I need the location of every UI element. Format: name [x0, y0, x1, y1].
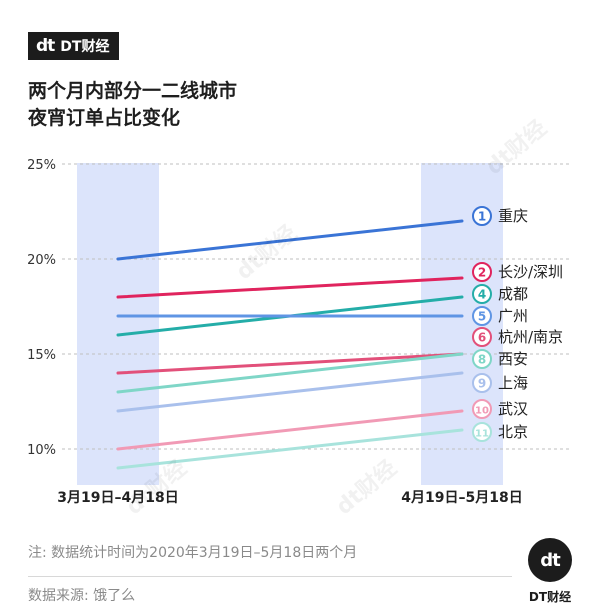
data-source: 数据来源: 饿了么: [28, 588, 136, 604]
y-tick-label: 20%: [27, 253, 56, 268]
series-label: 重庆: [498, 207, 528, 225]
brand-name: DT财经: [60, 39, 110, 55]
series-line-2: [116, 276, 464, 299]
series-line-9: [116, 371, 464, 413]
series-label: 上海: [498, 374, 528, 392]
chart-title: 两个月内部分一二线城市 夜宵订单占比变化: [28, 78, 568, 132]
line-chart: 25% 20% 15% 10% 1 重庆 2 长沙/深圳 4 成都 5 广州 6 杭州/南京 8 西安 9 上海…: [27, 158, 572, 506]
rank-circle-icon: [472, 399, 492, 419]
series-line-11: [116, 428, 464, 470]
series-line-10: [116, 409, 464, 451]
rank-number: 2: [478, 266, 486, 280]
x-tick-label: 3月19日–4月18日: [57, 490, 178, 506]
series-line-1: [116, 219, 464, 261]
rank-circle-icon: [472, 373, 492, 393]
footnote: 注: 数据统计时间为2020年3月19日–5月18日两个月: [28, 545, 358, 561]
series-label: 杭州/南京: [498, 328, 563, 346]
rank-number: 10: [475, 406, 489, 417]
divider: [28, 576, 512, 577]
rank-circle-icon: [472, 327, 492, 347]
rank-number: 4: [478, 288, 486, 302]
x-tick-label: 4月19日–5月18日: [401, 490, 522, 506]
series-label: 北京: [498, 423, 528, 441]
rank-number: 1: [478, 210, 486, 224]
rank-circle-icon: [472, 306, 492, 326]
rank-circle-icon: [472, 262, 492, 282]
rank-circle-icon: [472, 284, 492, 304]
footer-logo-icon: dt: [528, 538, 572, 582]
rank-number: 6: [478, 331, 486, 345]
series-label: 西安: [498, 350, 528, 368]
series-label: 广州: [498, 307, 528, 325]
rank-number: 11: [475, 429, 489, 440]
rank-circle-icon: [472, 349, 492, 369]
series-line-6: [116, 352, 464, 375]
series-label: 成都: [498, 285, 528, 303]
series-label: 武汉: [498, 400, 528, 418]
footer-brand: DT财经: [528, 590, 572, 604]
rank-number: 5: [478, 310, 486, 324]
rank-number: 8: [478, 353, 486, 367]
y-tick-label: 25%: [27, 158, 56, 173]
chart-title-line1: 两个月内部分一二线城市: [28, 80, 238, 102]
brand-badge: dt DT财经: [28, 32, 120, 60]
period-band-1: [77, 163, 159, 485]
y-tick-label: 15%: [27, 348, 56, 363]
y-tick-label: 10%: [27, 443, 56, 458]
series-line-8: [116, 352, 464, 394]
rank-circle-icon: [472, 422, 492, 442]
rank-circle-icon: [472, 206, 492, 226]
dt-logo-icon: dt: [36, 36, 55, 56]
rank-number: 9: [478, 377, 486, 391]
series-label: 长沙/深圳: [498, 263, 563, 281]
chart-title-line2: 夜宵订单占比变化: [28, 107, 181, 129]
